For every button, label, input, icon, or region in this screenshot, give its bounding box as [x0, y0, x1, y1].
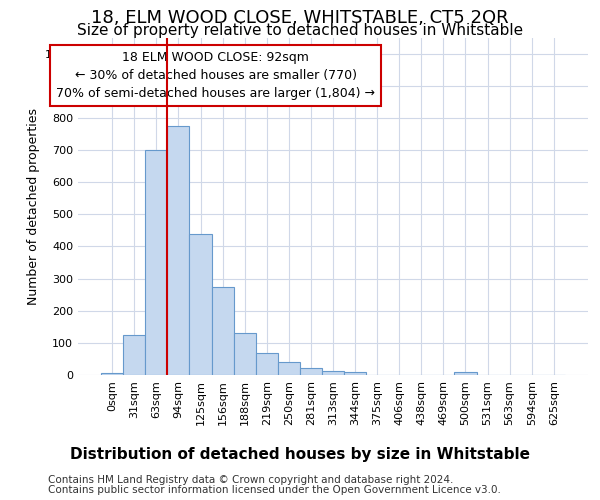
- Text: 18 ELM WOOD CLOSE: 92sqm
← 30% of detached houses are smaller (770)
70% of semi-: 18 ELM WOOD CLOSE: 92sqm ← 30% of detach…: [56, 51, 375, 100]
- Bar: [123, 335, 145, 375]
- Text: Contains public sector information licensed under the Open Government Licence v3: Contains public sector information licen…: [48, 485, 501, 495]
- Y-axis label: Number of detached properties: Number of detached properties: [26, 108, 40, 304]
- Bar: [454, 372, 476, 375]
- Bar: [300, 368, 322, 375]
- Bar: [190, 234, 212, 375]
- Bar: [256, 352, 278, 375]
- Bar: [344, 372, 366, 375]
- Bar: [145, 150, 167, 375]
- Text: Size of property relative to detached houses in Whitstable: Size of property relative to detached ho…: [77, 22, 523, 38]
- Text: Contains HM Land Registry data © Crown copyright and database right 2024.: Contains HM Land Registry data © Crown c…: [48, 475, 454, 485]
- Bar: [322, 371, 344, 375]
- Bar: [233, 333, 256, 375]
- Bar: [278, 362, 300, 375]
- Bar: [167, 126, 190, 375]
- Text: Distribution of detached houses by size in Whitstable: Distribution of detached houses by size …: [70, 448, 530, 462]
- Bar: [212, 286, 233, 375]
- Text: 18, ELM WOOD CLOSE, WHITSTABLE, CT5 2QR: 18, ELM WOOD CLOSE, WHITSTABLE, CT5 2QR: [91, 9, 509, 27]
- Bar: [101, 374, 123, 375]
